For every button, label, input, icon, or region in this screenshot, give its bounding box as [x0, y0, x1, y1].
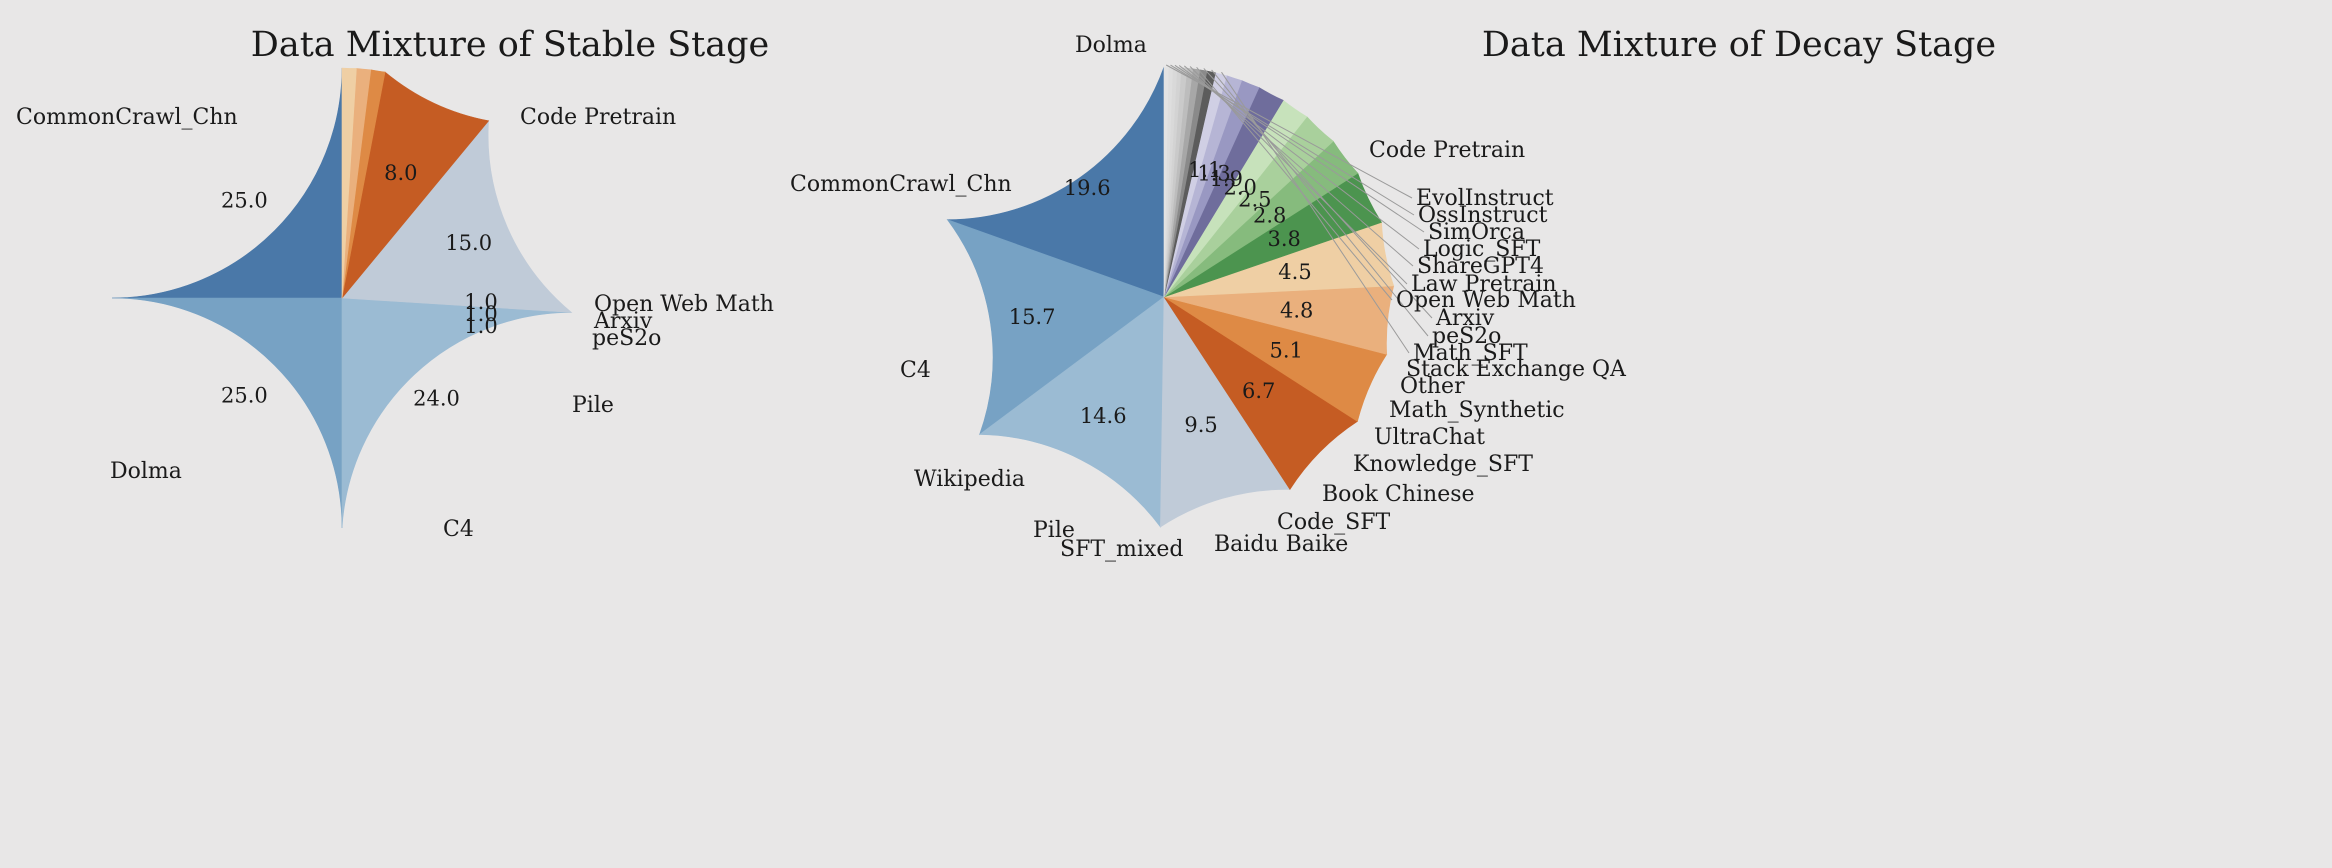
stable-pct-code-pretrain: 25.0: [221, 188, 268, 212]
decay-pct-sft-mixed: 4.8: [1280, 299, 1313, 323]
decay-leader-evolinstruct: [1165, 64, 1413, 199]
decay-label-book-chinese: Book Chinese: [1322, 482, 1475, 507]
stable-pct-arxiv: 1.0: [464, 302, 497, 326]
decay-label-sharegpt4: ShareGPT4: [1417, 254, 1544, 279]
stable-label-arxiv: Arxiv: [593, 309, 653, 334]
decay-label-logic-sft: Logic_SFT: [1423, 237, 1541, 262]
stable-pct-dolma: 24.0: [413, 387, 460, 411]
decay-labels: 19.6 Code Pretrain 15.7 Dolma 14.6 CommonCraw…: [790, 33, 1627, 562]
decay-pct-baidu-baike: 4.5: [1278, 260, 1311, 284]
decay-label-sft-mixed: SFT_mixed: [1060, 537, 1183, 562]
decay-leader-sharegpt4: [1183, 65, 1414, 267]
decay-label-pile: Pile: [1033, 518, 1075, 543]
decay-label-code-pretrain: Code Pretrain: [1369, 138, 1525, 163]
stable-label-dolma: Dolma: [110, 459, 182, 484]
decay-label-commoncrawl-chn: CommonCrawl_Chn: [790, 172, 1012, 197]
stable-slice-code-pretrain: [111, 67, 343, 299]
decay-slice-dolma: [946, 219, 1165, 436]
stable-labels: 25.0 Code Pretrain 25.0 CommonCrawl_Chn 24.0…: [16, 105, 774, 542]
stable-slice-commoncrawl-chn: [111, 297, 343, 529]
decay-label-law-pretrain: Law Pretrain: [1411, 272, 1557, 297]
decay-label-wikipedia: Wikipedia: [914, 467, 1025, 492]
decay-leader-math-sft: [1221, 71, 1410, 354]
decay-label-dolma: Dolma: [1075, 33, 1147, 58]
stable-slice-dolma: [341, 297, 572, 529]
stable-stage-pie-chart: Data Mixture of Stable Stage 25.0 Code Pr…: [16, 25, 774, 542]
stable-stage-title: Data Mixture of Stable Stage: [251, 25, 769, 65]
decay-pct-dolma: 15.7: [1009, 305, 1056, 329]
decay-stage-pie-chart: Data Mixture of Decay Stage 19.6 Code Pre…: [790, 25, 1996, 562]
stable-label-pes2o: peS2o: [592, 326, 661, 351]
stable-label-pile: Pile: [572, 393, 614, 418]
decay-label-c4: C4: [900, 358, 931, 383]
decay-pct-book-chinese: 2.8: [1253, 204, 1286, 228]
decay-slice-code-pretrain: [947, 66, 1165, 298]
stable-pct-pile: 8.0: [384, 161, 417, 185]
decay-label-baidu-baike: Baidu Baike: [1214, 532, 1348, 557]
stable-slices: [111, 67, 573, 529]
decay-pct-ultrachat: 2.0: [1223, 176, 1256, 200]
decay-pct-stack-exchange-qa: 1.1: [1188, 158, 1221, 182]
decay-label-ossinstruct: OssInstruct: [1418, 203, 1548, 228]
stable-pct-c4: 15.0: [445, 231, 492, 255]
stable-pct-open-web-math: 1.0: [464, 290, 497, 314]
stable-label-c4: C4: [443, 517, 474, 542]
decay-label-stack-exchange-qa: Stack Exchange QA: [1406, 357, 1627, 382]
decay-stage-title: Data Mixture of Decay Stage: [1482, 25, 1996, 65]
decay-pct-code-pretrain: 19.6: [1064, 176, 1111, 200]
stable-pct-pes2o: 1.0: [464, 314, 497, 338]
stable-label-commoncrawl-chn: CommonCrawl_Chn: [16, 105, 238, 130]
decay-pct-c4: 9.5: [1184, 413, 1217, 437]
decay-label-arxiv: Arxiv: [1435, 306, 1495, 331]
decay-pct-knowledge-sft: 2.5: [1238, 187, 1271, 211]
decay-label-math-sft: Math_SFT: [1413, 341, 1528, 366]
decay-label-pes2o: peS2o: [1432, 324, 1501, 349]
decay-label-ultrachat: UltraChat: [1374, 425, 1485, 450]
stable-label-code-pretrain: Code Pretrain: [520, 105, 676, 130]
stable-slice-pile: [341, 71, 490, 299]
decay-label-code-sft: Code_SFT: [1277, 510, 1391, 535]
decay-slices: [946, 66, 1395, 528]
decay-label-evolinstruct: EvolInstruct: [1416, 186, 1554, 211]
decay-leader-ossinstruct: [1170, 64, 1415, 216]
decay-label-simorca: SimOrca: [1428, 220, 1525, 245]
decay-pct-wikipedia: 6.7: [1242, 379, 1275, 403]
decay-label-math-synthetic: Math_Synthetic: [1389, 398, 1565, 423]
decay-label-other: Other: [1400, 374, 1465, 399]
decay-pct-pile: 5.1: [1269, 338, 1302, 362]
decay-pct-math-synthetic: 1.9: [1210, 167, 1243, 191]
decay-leader-logic-sft: [1178, 65, 1420, 250]
decay-label-open-web-math: Open Web Math: [1396, 288, 1576, 313]
stable-label-open-web-math: Open Web Math: [594, 292, 774, 317]
decay-pct-commoncrawl-chn: 14.6: [1080, 404, 1127, 428]
stable-slice-c4: [341, 119, 573, 313]
decay-pct-other: 1.3: [1197, 161, 1230, 185]
decay-slice-commoncrawl-chn: [978, 296, 1165, 528]
stable-slice-open-web-math: [341, 67, 357, 299]
stable-pct-commoncrawl-chn: 25.0: [221, 384, 268, 408]
decay-label-knowledge-sft: Knowledge_SFT: [1353, 452, 1533, 477]
decay-pct-code-sft: 3.8: [1267, 227, 1300, 251]
decay-slice-evolinstruct: [1163, 66, 1169, 298]
